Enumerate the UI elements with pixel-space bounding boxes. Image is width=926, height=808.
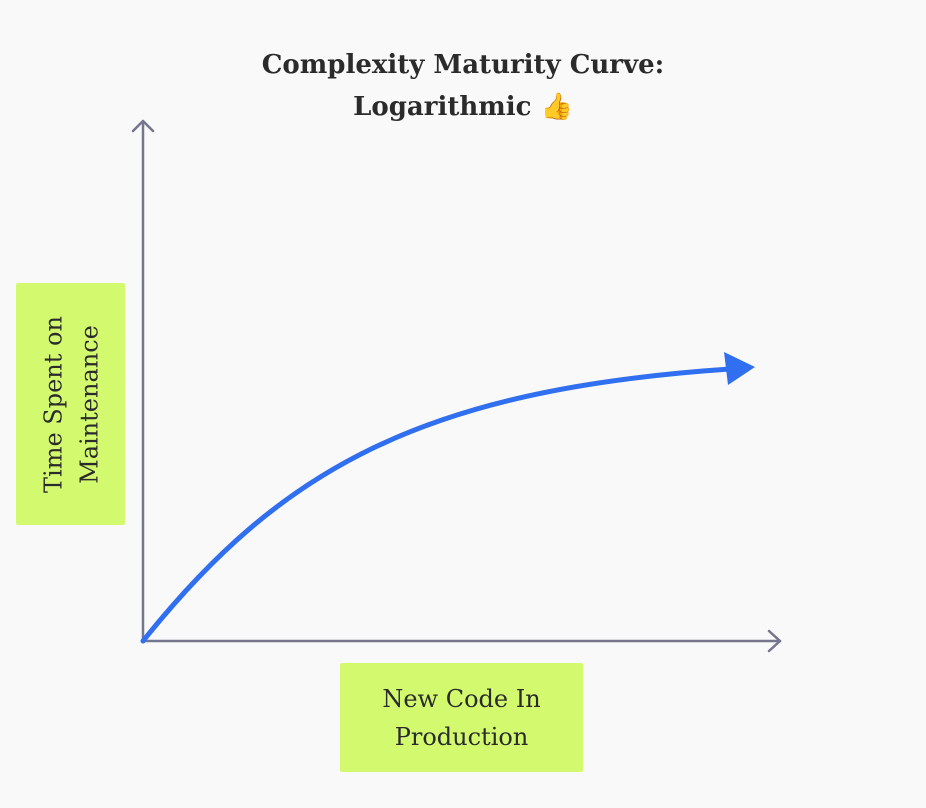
- y-axis-label-box: Time Spent on Maintenance: [16, 283, 125, 525]
- y-axis-label-wrap: Time Spent on Maintenance: [16, 283, 125, 525]
- curve: [140, 366, 733, 644]
- y-axis-label: Time Spent on Maintenance: [38, 315, 103, 493]
- x-axis-label-box: New Code In Production: [340, 663, 583, 772]
- y-axis-arrow: [131, 119, 155, 133]
- x-axis-label: New Code In Production: [382, 684, 541, 751]
- title: Complexity Maturity Curve: Logarithmic 👍: [261, 50, 665, 122]
- x-axis-arrow: [767, 629, 782, 653]
- curve-arrowhead: [724, 352, 755, 385]
